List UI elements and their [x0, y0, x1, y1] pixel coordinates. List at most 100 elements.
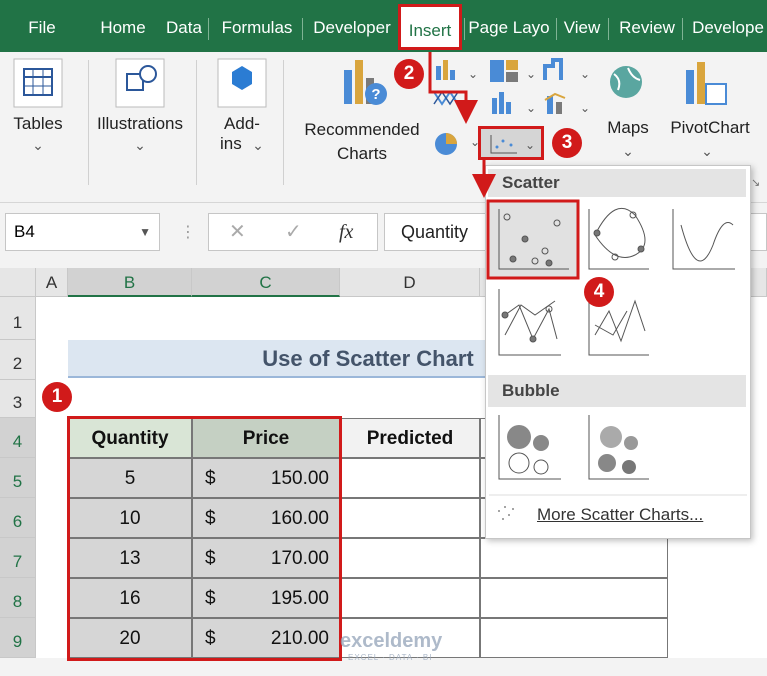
- table-cell: 20: [68, 618, 192, 658]
- price-value: 210.00: [270, 628, 329, 649]
- table-cell: 5: [68, 458, 192, 498]
- tab[interactable]: Home: [100, 18, 146, 37]
- bubble-heading: Bubble: [488, 375, 746, 407]
- tab[interactable]: Review: [619, 18, 675, 37]
- svg-text:⌄: ⌄: [468, 67, 478, 81]
- table-header: Predicted: [340, 418, 480, 458]
- fx-button[interactable]: fx: [339, 221, 354, 243]
- row-header[interactable]: 7: [0, 538, 36, 578]
- ribbon-icons: ? ⌄ ⌄ ⌄ ⌄ ⌄ ⌄ ⌄ ⌄ ⌄ ⌄ ⌄ ↘: [13, 58, 760, 189]
- column-header[interactable]: A: [36, 268, 68, 297]
- currency-symbol: $: [205, 468, 216, 489]
- tab[interactable]: Data: [166, 18, 202, 37]
- svg-text:⌄: ⌄: [580, 67, 590, 81]
- table-cell: $195.00: [192, 578, 340, 618]
- price-value: 150.00: [270, 468, 329, 489]
- tab[interactable]: File: [28, 18, 56, 37]
- svg-text:⌄: ⌄: [470, 135, 480, 149]
- tab[interactable]: Page Layo: [468, 18, 550, 37]
- svg-text:⌄: ⌄: [580, 101, 590, 115]
- step-marker: 1: [42, 382, 72, 412]
- chart-type-icons: [486, 199, 747, 520]
- scatter-chart-button[interactable]: ⌄: [478, 126, 544, 160]
- table-cell: $170.00: [192, 538, 340, 578]
- tab[interactable]: Developer: [313, 18, 391, 37]
- ribbon-tabs: [0, 0, 767, 52]
- svg-text:⌄: ⌄: [32, 137, 44, 153]
- table-cell: [480, 578, 668, 618]
- tables-button[interactable]: Tables: [13, 114, 63, 133]
- table-cell: $150.00: [192, 458, 340, 498]
- row-header[interactable]: 9: [0, 618, 36, 658]
- row-header[interactable]: 1: [0, 297, 36, 340]
- scatter-icon: ⌄: [490, 135, 535, 154]
- select-all[interactable]: [0, 268, 36, 297]
- svg-text:⌄: ⌄: [701, 143, 713, 159]
- label-line: ins: [220, 134, 242, 153]
- column-header[interactable]: B: [68, 268, 192, 297]
- watermark-brand: exceldemy: [340, 630, 443, 652]
- row-header[interactable]: 4: [0, 418, 36, 458]
- svg-text:?: ?: [371, 86, 380, 103]
- name-box[interactable]: B4 ▼: [5, 213, 160, 251]
- name-box-text: B4: [14, 222, 35, 241]
- currency-symbol: $: [205, 588, 216, 609]
- step-marker: 3: [552, 128, 582, 158]
- tab-separator: [682, 18, 683, 40]
- row-header[interactable]: 3: [0, 380, 36, 418]
- table-cell: [480, 618, 668, 658]
- tab[interactable]: Formulas: [221, 18, 293, 37]
- tab-separator: [302, 18, 303, 40]
- label-line: Charts: [336, 144, 388, 163]
- table-header: Quantity: [68, 418, 192, 458]
- currency-symbol: $: [205, 548, 216, 569]
- pivotchart-button[interactable]: PivotChart: [670, 118, 750, 137]
- svg-text:⌄: ⌄: [622, 143, 634, 159]
- selection-highlight: [67, 416, 342, 661]
- group-separator: [283, 60, 284, 185]
- svg-text:⌄: ⌄: [526, 101, 536, 115]
- table-cell: 16: [68, 578, 192, 618]
- price-value: 160.00: [270, 508, 329, 529]
- tab-separator: [208, 18, 209, 40]
- sheet-bottom: [0, 658, 767, 676]
- currency-symbol: $: [205, 508, 216, 529]
- svg-text:⌄: ⌄: [525, 138, 535, 152]
- scatter-heading: Scatter: [488, 169, 746, 197]
- price-value: 170.00: [270, 548, 329, 569]
- row-header[interactable]: 8: [0, 578, 36, 618]
- group-separator: [88, 60, 89, 185]
- tab-separator: [608, 18, 609, 40]
- tab[interactable]: Insert: [398, 4, 462, 50]
- separator-dots: ⋮: [180, 224, 196, 241]
- row-header[interactable]: 2: [0, 340, 36, 380]
- recommended-charts-button[interactable]: Recommended Charts: [296, 118, 428, 166]
- table-header: Price: [192, 418, 340, 458]
- svg-text:↘: ↘: [751, 177, 760, 189]
- svg-text:⌄: ⌄: [252, 137, 264, 153]
- row-header[interactable]: 6: [0, 498, 36, 538]
- enter-icon[interactable]: ✓: [285, 221, 302, 243]
- row-header[interactable]: 5: [0, 458, 36, 498]
- cancel-icon[interactable]: ✕: [229, 221, 246, 243]
- tab[interactable]: Develope: [692, 18, 764, 37]
- table-cell: 10: [68, 498, 192, 538]
- more-scatter-charts[interactable]: More Scatter Charts...: [537, 505, 704, 524]
- svg-text:⌄: ⌄: [134, 137, 146, 153]
- column-header[interactable]: D: [340, 268, 480, 297]
- tab[interactable]: View: [563, 18, 601, 37]
- watermark: exceldemy EXCEL · DATA · BI: [312, 630, 442, 662]
- table-cell: 13: [68, 538, 192, 578]
- tab-separator: [556, 18, 557, 40]
- svg-text:⌄: ⌄: [526, 67, 536, 81]
- formula-buttons: ✕ ✓ fx: [208, 213, 378, 251]
- currency-symbol: $: [205, 628, 216, 649]
- addins-button[interactable]: Add- ins: [214, 114, 270, 154]
- illustrations-button[interactable]: Illustrations: [97, 114, 183, 133]
- tab-separator: [464, 18, 465, 40]
- step-marker: 2: [394, 59, 424, 89]
- table-cell: $210.00: [192, 618, 340, 658]
- maps-button[interactable]: Maps: [607, 118, 649, 137]
- column-header[interactable]: C: [192, 268, 340, 297]
